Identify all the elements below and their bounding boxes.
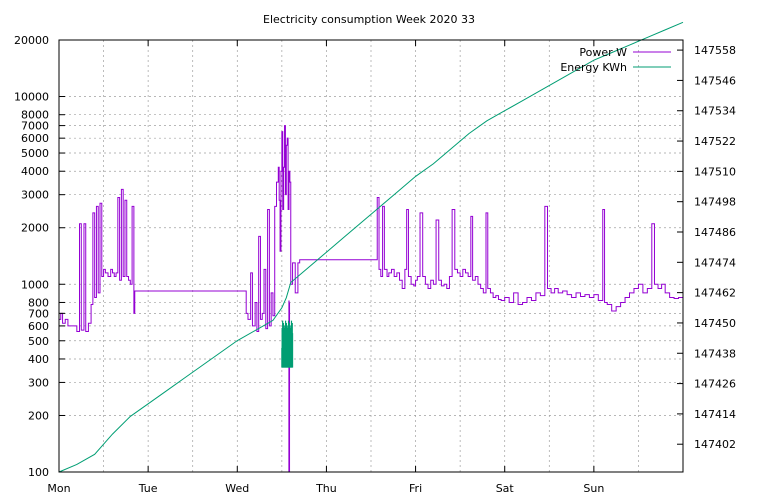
x-tick-label: Sun xyxy=(583,482,604,495)
y-left-tick-label: 700 xyxy=(28,307,49,320)
series-line xyxy=(58,21,684,473)
grid xyxy=(59,40,683,472)
y-right-tick-label: 147498 xyxy=(694,196,736,209)
y-left-tick-label: 2000 xyxy=(21,222,49,235)
y-left-tick-label: 100 xyxy=(28,466,49,479)
plot-area xyxy=(58,21,684,473)
y-left-tick-label: 5000 xyxy=(21,147,49,160)
chart-title: Electricity consumption Week 2020 33 xyxy=(263,13,475,26)
y-right-tick-label: 147450 xyxy=(694,317,736,330)
y-left-tick-label: 200 xyxy=(28,409,49,422)
y-right-tick-label: 147486 xyxy=(694,226,736,239)
legend-label: Energy KWh xyxy=(560,61,627,74)
y-left-tick-label: 1000 xyxy=(21,278,49,291)
series-line xyxy=(59,125,683,333)
y-left-tick-label: 300 xyxy=(28,376,49,389)
y-right-tick-label: 147474 xyxy=(694,256,736,269)
x-tick-label: Wed xyxy=(225,482,249,495)
legend-label: Power W xyxy=(579,46,627,59)
y-right-tick-label: 147402 xyxy=(694,438,736,451)
axes: Mon Tue Wed Thu Fri Sat Sun1002003004005006007… xyxy=(14,34,736,495)
x-tick-label: Tue xyxy=(138,482,158,495)
y-left-tick-label: 4000 xyxy=(21,165,49,178)
y-right-tick-label: 147438 xyxy=(694,347,736,360)
y-right-tick-label: 147414 xyxy=(694,408,736,421)
y-left-tick-label: 500 xyxy=(28,335,49,348)
y-right-tick-label: 147426 xyxy=(694,378,736,391)
x-tick-label: Thu xyxy=(315,482,337,495)
series-energy-kwh xyxy=(58,21,684,473)
series-band xyxy=(281,320,294,368)
y-left-tick-label: 20000 xyxy=(14,34,49,47)
y-left-tick-label: 400 xyxy=(28,353,49,366)
y-right-tick-label: 147534 xyxy=(694,105,736,118)
x-tick-label: Mon xyxy=(47,482,70,495)
y-right-tick-label: 147558 xyxy=(694,44,736,57)
y-left-tick-label: 6000 xyxy=(21,132,49,145)
y-right-tick-label: 147462 xyxy=(694,287,736,300)
legend: Power W Energy KWh xyxy=(560,46,671,74)
y-right-tick-label: 147546 xyxy=(694,74,736,87)
y-right-tick-label: 147510 xyxy=(694,165,736,178)
y-right-tick-label: 147522 xyxy=(694,135,736,148)
x-tick-label: Sat xyxy=(496,482,515,495)
y-left-tick-label: 10000 xyxy=(14,91,49,104)
y-left-tick-label: 800 xyxy=(28,296,49,309)
x-tick-label: Fri xyxy=(409,482,422,495)
y-left-tick-label: 7000 xyxy=(21,120,49,133)
y-left-tick-label: 600 xyxy=(28,320,49,333)
y-left-tick-label: 3000 xyxy=(21,189,49,202)
y-left-tick-label: 8000 xyxy=(21,109,49,122)
plot-frame xyxy=(58,39,684,473)
